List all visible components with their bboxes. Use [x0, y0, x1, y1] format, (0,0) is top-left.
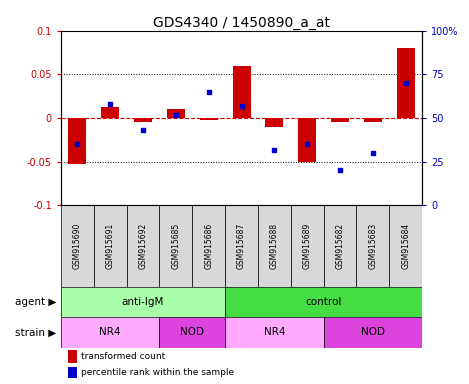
Bar — [159, 205, 192, 287]
Bar — [61, 287, 225, 317]
Text: agent ▶: agent ▶ — [15, 297, 56, 307]
Bar — [101, 107, 119, 118]
Text: GSM915684: GSM915684 — [401, 223, 410, 269]
Point — [303, 141, 311, 147]
Text: GSM915688: GSM915688 — [270, 223, 279, 269]
Bar — [364, 118, 382, 122]
Point — [139, 127, 147, 133]
Text: GSM915691: GSM915691 — [106, 223, 115, 269]
Text: transformed count: transformed count — [81, 352, 165, 361]
Text: GSM915690: GSM915690 — [73, 223, 82, 270]
Bar — [68, 367, 77, 377]
Bar — [225, 205, 258, 287]
Text: percentile rank within the sample: percentile rank within the sample — [81, 367, 234, 376]
Bar — [324, 317, 422, 348]
Bar — [265, 118, 283, 127]
Text: GSM915689: GSM915689 — [303, 223, 312, 269]
Text: GSM915682: GSM915682 — [335, 223, 345, 269]
Bar — [68, 118, 86, 164]
Bar — [192, 205, 225, 287]
Bar — [225, 287, 422, 317]
Point — [369, 150, 377, 156]
Point — [205, 89, 212, 95]
Bar — [324, 205, 356, 287]
Bar — [94, 205, 127, 287]
Bar — [397, 48, 415, 118]
Text: GSM915692: GSM915692 — [138, 223, 148, 269]
Point — [336, 167, 344, 174]
Bar — [389, 205, 422, 287]
Point — [106, 101, 114, 107]
Bar — [298, 118, 316, 162]
Point — [172, 111, 180, 118]
Bar — [134, 118, 152, 122]
Bar — [258, 205, 291, 287]
Text: GSM915683: GSM915683 — [368, 223, 378, 269]
Bar — [61, 317, 159, 348]
Point — [271, 146, 278, 152]
Bar — [127, 205, 159, 287]
Text: anti-IgM: anti-IgM — [122, 297, 164, 307]
Bar — [233, 66, 250, 118]
Bar — [159, 317, 225, 348]
Text: NOD: NOD — [361, 328, 385, 338]
Bar — [200, 118, 218, 120]
Bar — [167, 109, 185, 118]
Bar — [225, 317, 324, 348]
Text: GSM915687: GSM915687 — [237, 223, 246, 269]
Text: GSM915686: GSM915686 — [204, 223, 213, 269]
Bar — [356, 205, 389, 287]
Text: NR4: NR4 — [99, 328, 121, 338]
Point — [238, 103, 245, 109]
Point — [74, 141, 81, 147]
Bar — [291, 205, 324, 287]
Text: NOD: NOD — [180, 328, 204, 338]
Title: GDS4340 / 1450890_a_at: GDS4340 / 1450890_a_at — [153, 16, 330, 30]
Bar — [68, 350, 77, 363]
Text: strain ▶: strain ▶ — [15, 328, 56, 338]
Point — [402, 80, 409, 86]
Text: control: control — [305, 297, 342, 307]
Bar — [331, 118, 349, 122]
Text: NR4: NR4 — [264, 328, 285, 338]
Text: GSM915685: GSM915685 — [171, 223, 181, 269]
Bar — [61, 205, 94, 287]
